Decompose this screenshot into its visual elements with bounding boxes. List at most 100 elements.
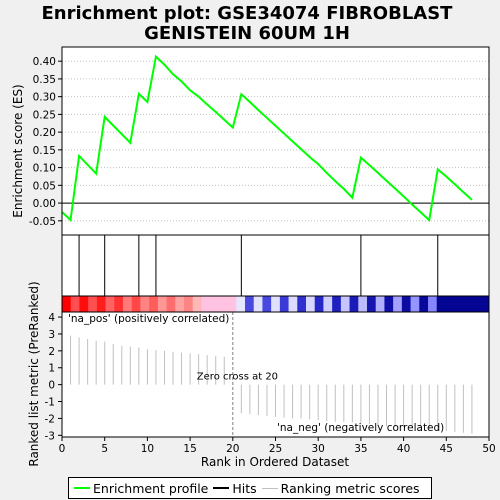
plot-title-line-2: GENISTEIN 60UM 1H xyxy=(144,23,350,44)
color-bar-cell xyxy=(428,296,438,312)
ranking-color-bar xyxy=(61,295,490,313)
color-bar-cell xyxy=(340,296,351,312)
x-tick-label: 20 xyxy=(226,443,239,455)
es-y-tick-label: 0.00 xyxy=(33,198,56,210)
metric-y-tick-label: 2 xyxy=(48,346,55,358)
legend-swatch-enrichment-profile xyxy=(74,487,90,489)
metric-y-tick-label: -1 xyxy=(45,397,55,409)
legend: Enrichment profile Hits Ranking metric s… xyxy=(68,477,432,499)
color-bar-cell xyxy=(131,296,141,312)
legend-swatch-hits xyxy=(213,487,230,489)
color-bar-cell xyxy=(384,296,394,312)
color-bar-cell xyxy=(288,296,298,312)
color-bar-cell xyxy=(279,296,290,312)
es-y-tick-label: 0.05 xyxy=(33,180,56,192)
es-panel-background xyxy=(62,47,489,235)
color-bar-cell xyxy=(114,296,124,312)
color-bar-cell xyxy=(105,296,115,312)
color-bar-cell xyxy=(210,296,220,312)
x-tick-label: 5 xyxy=(101,443,108,455)
es-y-tick-label: 0.10 xyxy=(33,163,56,175)
color-bar-cell xyxy=(349,296,359,312)
color-bar-cell xyxy=(123,296,133,312)
x-tick-label: 0 xyxy=(59,443,66,455)
es-y-tick-label: 0.40 xyxy=(33,56,56,68)
legend-label-enrichment-profile: Enrichment profile xyxy=(93,480,209,496)
color-bar-cell xyxy=(70,296,80,312)
es-y-tick-label: 0.30 xyxy=(33,92,56,104)
legend-label-ranking-metric: Ranking metric scores xyxy=(280,480,420,496)
x-tick-label: 40 xyxy=(397,443,410,455)
metric-y-tick-label: 3 xyxy=(48,329,55,341)
metric-y-tick-label: -3 xyxy=(45,430,55,442)
color-bar-cell xyxy=(445,296,455,312)
es-y-tick-label: 0.15 xyxy=(33,145,56,157)
color-bar-cell xyxy=(436,296,446,312)
color-bar-cell xyxy=(96,296,107,312)
hits-panel xyxy=(61,234,490,297)
negative-correlation-label: 'na_neg' (negatively correlated) xyxy=(277,422,444,434)
legend-label-hits: Hits xyxy=(232,480,257,496)
x-tick-label: 25 xyxy=(269,443,282,455)
color-bar-cell xyxy=(245,296,255,312)
es-y-tick-label: -0.05 xyxy=(29,216,56,228)
color-bar-cell xyxy=(314,296,324,312)
es-grid xyxy=(62,60,489,222)
color-bar-cell xyxy=(454,296,464,312)
ranked-metric-panel: -3 -2 -1 0 1 2 3 4 Zero cross at 20 'na_pos' (p… xyxy=(27,281,490,467)
x-tick-label: 50 xyxy=(482,443,495,455)
color-bar-cell xyxy=(218,296,229,312)
x-tick-label: 30 xyxy=(312,443,325,455)
color-bar-cell xyxy=(184,296,194,312)
color-bar-cell xyxy=(227,296,237,312)
metric-y-tick-label: 0 xyxy=(48,380,55,392)
metric-y-tick-label: -2 xyxy=(45,413,55,425)
es-y-tick-label: 0.35 xyxy=(33,74,56,86)
color-bar-cell xyxy=(157,296,168,312)
color-bar-cell xyxy=(201,296,211,312)
color-bar-cell xyxy=(140,296,150,312)
color-bar-cell xyxy=(480,296,490,312)
color-bar-cell xyxy=(471,296,481,312)
metric-y-tick-label: 4 xyxy=(48,312,55,324)
metric-y-tick-label: 1 xyxy=(48,363,55,375)
color-bar-cell xyxy=(323,296,333,312)
color-bar-cell xyxy=(332,296,342,312)
color-bar-cell xyxy=(149,296,159,312)
metric-y-axis-label: Ranked list metric (PreRanked) xyxy=(27,281,41,466)
x-axis: 0 5 10 15 20 25 30 35 40 45 50 xyxy=(59,437,496,455)
color-bar-cell xyxy=(236,296,246,312)
color-bar-cell xyxy=(462,296,473,312)
color-bar-cell xyxy=(175,296,185,312)
color-bar-cell xyxy=(271,296,281,312)
plot-title-line-1: Enrichment plot: GSE34074 FIBROBLAST xyxy=(42,3,454,24)
color-bar-cell xyxy=(401,296,412,312)
hit-lines xyxy=(78,235,439,296)
x-tick-label: 10 xyxy=(141,443,154,455)
color-bar-cell xyxy=(375,296,385,312)
color-bar-cell xyxy=(297,296,307,312)
x-tick-label: 45 xyxy=(440,443,453,455)
metric-y-ticks: -3 -2 -1 0 1 2 3 4 xyxy=(45,312,62,442)
color-bar-cell xyxy=(367,296,377,312)
color-bar-cell xyxy=(192,296,202,312)
color-bar-cell xyxy=(262,296,272,312)
color-bar-cell xyxy=(306,296,316,312)
enrichment-profile-panel: -0.05 0.00 0.05 0.10 0.15 0.20 0.25 0.30 0.35 0.4… xyxy=(11,46,490,236)
color-bar-cells xyxy=(62,296,490,312)
enrichment-profile-line xyxy=(61,54,473,223)
legend-swatch-ranking-metric xyxy=(261,487,278,489)
color-bar-cell xyxy=(410,296,420,312)
color-bar-cell xyxy=(88,296,98,312)
legend-item-ranking-metric: Ranking metric scores xyxy=(261,480,420,496)
positive-correlation-label: 'na_pos' (positively correlated) xyxy=(68,313,229,325)
color-bar-cell xyxy=(62,296,72,312)
hits-panel-background xyxy=(62,235,489,296)
color-bar-cell xyxy=(79,296,89,312)
zero-cross-label: Zero cross at 20 xyxy=(197,372,278,383)
metric-bars xyxy=(70,335,473,434)
color-bar-cell xyxy=(419,296,429,312)
color-bar-cell xyxy=(166,296,176,312)
color-bar-cell xyxy=(358,296,368,312)
